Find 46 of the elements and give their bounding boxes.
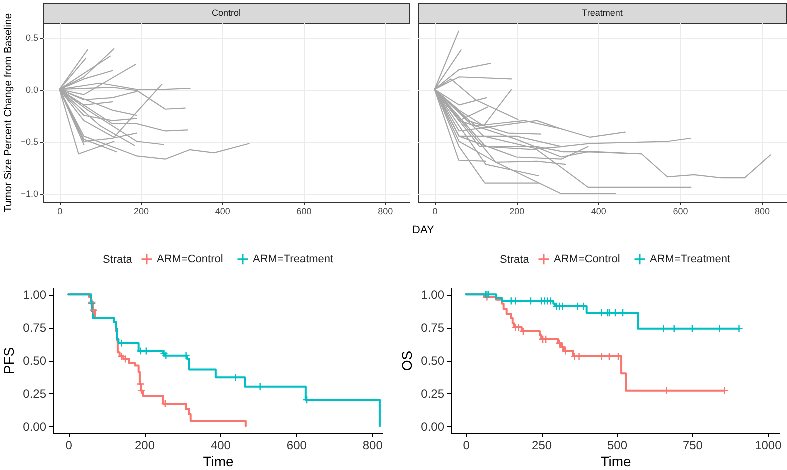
y-axis-title: Tumor Size Percent Change from Baseline (2, 13, 14, 213)
x-tick-label: 800 (378, 206, 394, 216)
x-tick-label: 400 (591, 206, 606, 216)
x-tick-label: 200 (135, 438, 156, 452)
y-tick-label: 0.00 (23, 420, 47, 434)
x-tick-label: 600 (673, 206, 688, 216)
y-tick-label: −0.5 (20, 137, 38, 148)
y-tick-label: 0.00 (421, 420, 445, 434)
x-axis-title: Time (600, 454, 632, 470)
x-tick-label: 600 (296, 206, 312, 216)
x-tick-label: 200 (134, 206, 150, 216)
x-axis-title: Time (203, 454, 234, 470)
y-tick-label: −1.0 (20, 189, 38, 200)
y-tick-label: 0.50 (421, 354, 445, 368)
x-tick-label: 800 (755, 206, 770, 216)
legend-label: ARM=Control (157, 253, 224, 266)
y-tick-label: 0.75 (421, 321, 445, 336)
legend-label: ARM=Control (554, 253, 620, 266)
x-tick-label: 200 (510, 206, 525, 216)
y-axis-title: OS (399, 350, 416, 372)
x-tick-label: 1000 (755, 438, 782, 452)
x-tick-label: 800 (362, 438, 384, 452)
y-tick-label: 0.5 (26, 33, 38, 44)
x-tick-label: 500 (607, 438, 628, 452)
x-tick-label: 400 (210, 438, 232, 452)
y-tick-label: 1.00 (421, 288, 445, 302)
x-tick-label: 750 (682, 438, 704, 452)
y-tick-label: 0.25 (23, 386, 47, 401)
x-tick-label: 250 (532, 438, 552, 452)
legend-title: Strata (500, 254, 530, 266)
legend-label: ARM=Treatment (650, 253, 731, 266)
y-tick-label: 0.0 (26, 85, 38, 96)
x-tick-label: 0 (463, 438, 470, 452)
x-tick-label: 0 (58, 206, 63, 216)
y-tick-label: 1.00 (23, 288, 47, 302)
y-tick-label: 0.50 (23, 354, 47, 368)
legend-label: ARM=Treatment (253, 253, 334, 266)
legend-title: Strata (103, 254, 134, 266)
x-tick-label: 400 (215, 206, 230, 216)
x-tick-label: 0 (432, 206, 438, 216)
x-axis-title: DAY (412, 224, 435, 236)
y-tick-label: 0.25 (421, 386, 445, 401)
y-axis-title: PFS (1, 347, 18, 375)
x-tick-label: 0 (66, 438, 73, 452)
x-tick-label: 600 (286, 438, 308, 452)
y-tick-label: 0.75 (23, 321, 47, 336)
